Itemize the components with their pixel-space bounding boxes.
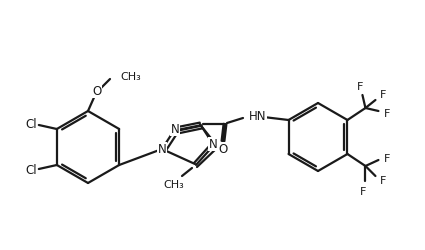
Text: CH₃: CH₃: [164, 179, 184, 189]
Text: HN: HN: [249, 110, 266, 123]
Text: N: N: [209, 138, 217, 151]
Text: O: O: [218, 143, 228, 156]
Text: F: F: [384, 154, 391, 163]
Text: Cl: Cl: [25, 118, 37, 131]
Text: F: F: [380, 90, 387, 100]
Text: O: O: [92, 85, 102, 98]
Text: F: F: [360, 186, 367, 196]
Text: N: N: [158, 143, 166, 156]
Text: F: F: [384, 108, 391, 118]
Text: CH₃: CH₃: [120, 72, 141, 82]
Text: N: N: [170, 123, 179, 136]
Text: F: F: [380, 175, 387, 185]
Text: F: F: [357, 82, 364, 92]
Text: Cl: Cl: [25, 164, 37, 177]
